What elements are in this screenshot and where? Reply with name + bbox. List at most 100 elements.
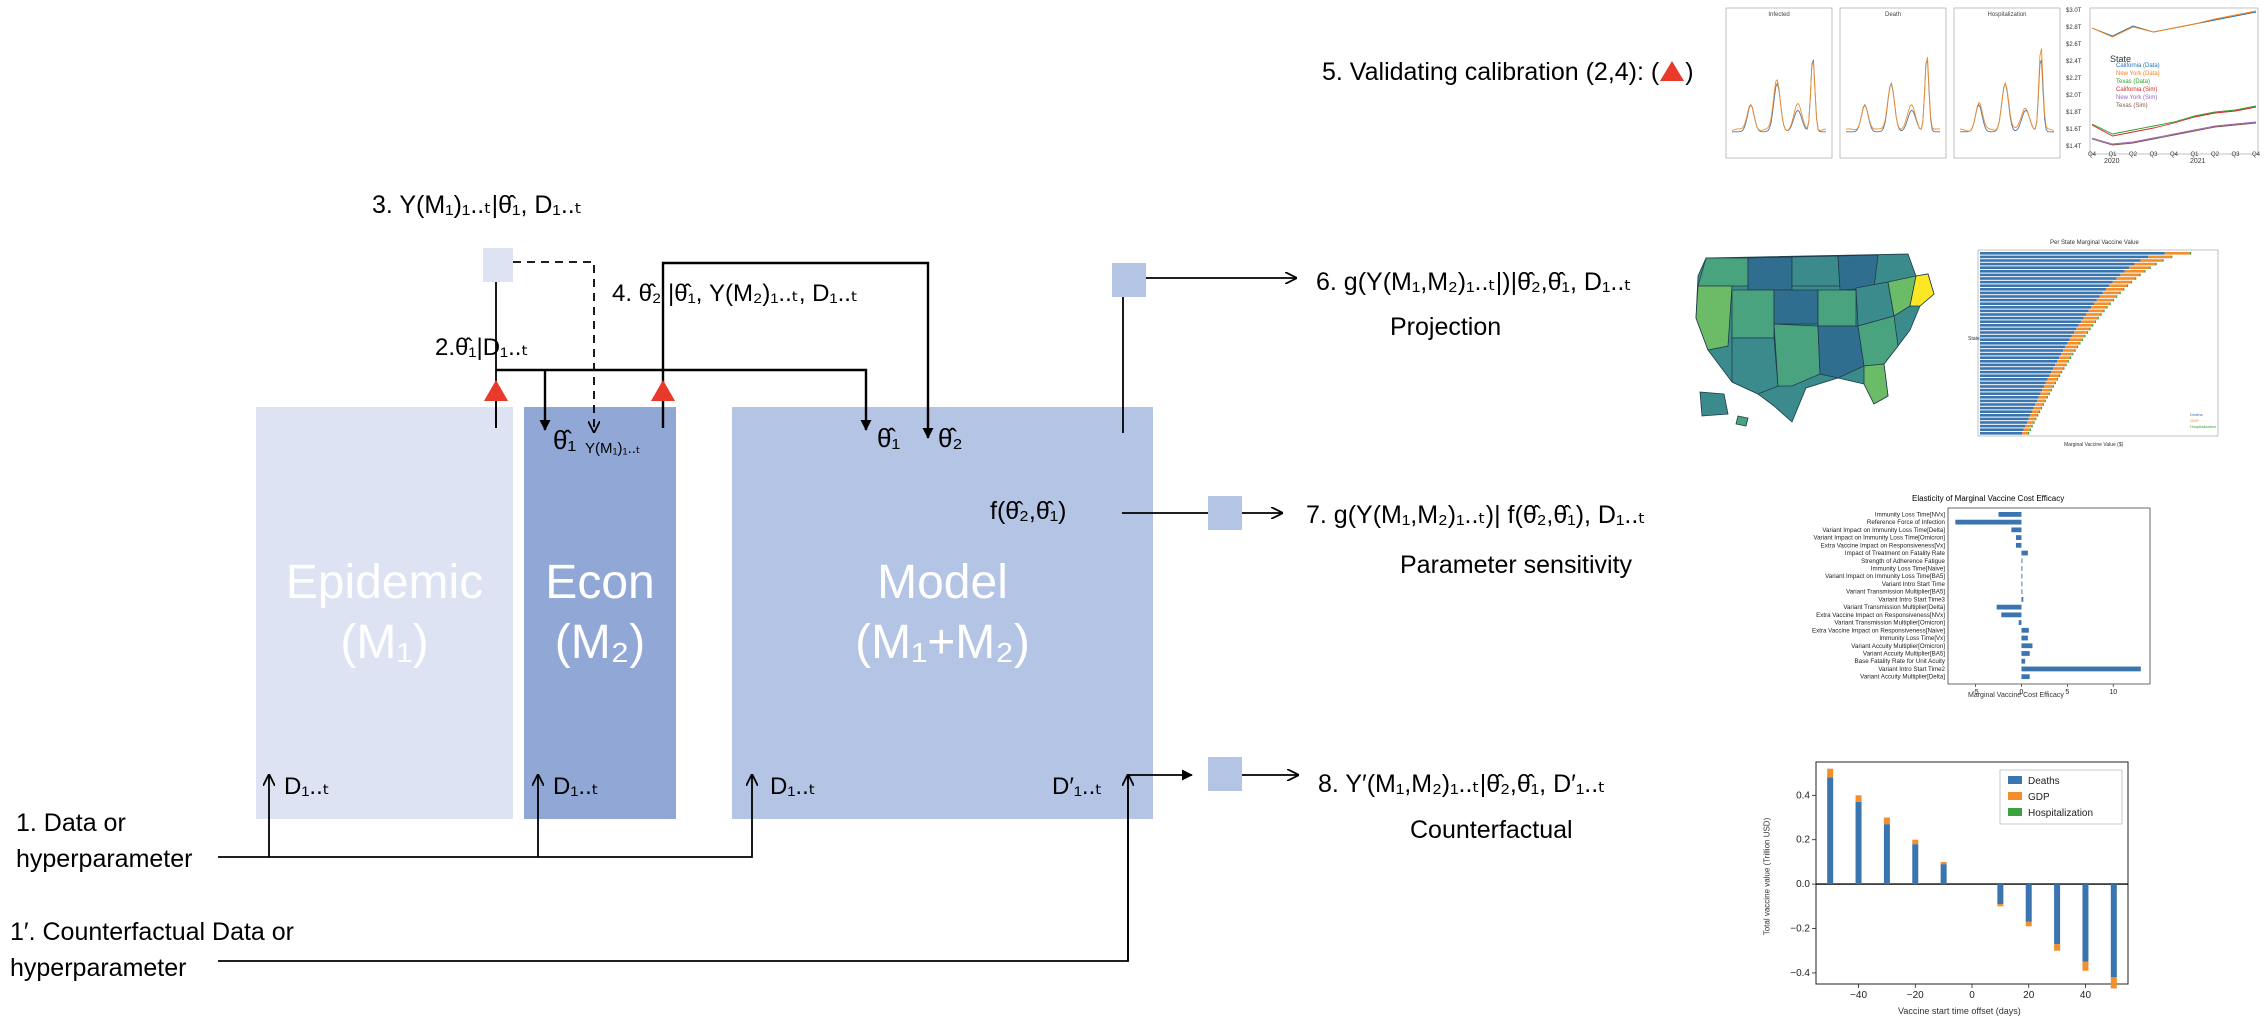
state-bar-gdp [2096,298,2113,302]
step-5-label: 5. Validating calibration (2,4): () [1322,58,1694,87]
step-8-label: 8. Y′(M₁,M₂)₁..ₜ|θ̂₂,θ̂₁, D′₁..ₜ [1318,770,1606,798]
econ-model-title: Econ [545,556,655,609]
step-3-label: 3. Y(M₁)₁..ₜ|θ̂₁, D₁..ₜ [372,191,583,219]
node-projection [1112,263,1146,297]
step-4-label: 4. θ̂₂ |θ̂₁, Y(M₂)₁..ₜ, D₁..ₜ [612,280,859,307]
state-bar-deaths [1980,424,2026,428]
counterfactual-bar-gdp [1883,817,1890,825]
gdp-xtick-4: Q4 [2170,152,2179,158]
counterfactual-legend-label: Deaths [2028,776,2060,787]
counterfactual-bar-deaths [1827,777,1834,885]
gdp-legend-item-1: New York (Data) [2116,71,2160,77]
counterfactual-chart: −40 −20 0 20 40 0.4 0.2 0.0 −0.2 −0.4 Deaths GDP Hos… [1762,752,2132,1022]
state-bar-deaths [1980,342,2068,345]
state-bar-gdp [2124,270,2145,273]
state-bar-deaths [1980,280,2113,284]
state-bar-deaths [1980,309,2089,313]
state-bar-hosp [2038,410,2041,413]
state-bar-deaths [1980,374,2050,377]
label-d-model: D₁..ₜ [770,773,816,800]
state-bar-gdp [2038,396,2047,399]
state-bars-legend-0: Deaths [2190,412,2203,417]
gdp-xtick-7: Q3 [2231,152,2240,158]
epidemic-model-title: Epidemic [285,556,484,609]
sensitivity-bar [2015,535,2022,540]
validation-triangle-econ [651,380,675,401]
state-bar-hosp [2035,417,2037,421]
sensitivity-chart: Elasticity of Marginal Vaccine Cost Effi… [1766,494,2152,704]
state-bar-gdp [2112,280,2131,284]
counterfactual-xtick-label: 0 [1969,990,1975,1001]
state-bar-hosp [2042,403,2044,406]
gdp-xtick-5: Q1 [2190,152,2199,158]
state-bars-legend-2: Hospitalization [2190,424,2217,429]
node-sensitivity [1208,496,1242,530]
state-bar-deaths [1980,270,2125,273]
label-dprime-model: D′₁..ₜ [1052,773,1103,800]
state-bar-deaths [1980,356,2060,359]
sensitivity-bar [2018,620,2022,625]
state-bar-hosp [2079,342,2081,345]
state-bar-deaths [1980,363,2056,367]
state-bar-hosp [2171,255,2173,259]
state-bar-hosp [2190,252,2192,255]
state-bar-gdp [2091,306,2107,309]
sensitivity-bar [2021,589,2023,595]
counterfactual-bar-gdp [2082,961,2089,971]
state-bar-deaths [1980,298,2097,302]
state-bar-hosp [2063,367,2065,370]
sensitivity-bar [2015,542,2022,548]
gdp-ytick-5: $2.0T [2066,93,2082,99]
state-bar-hosp [2084,334,2086,338]
state-bar-hosp [2067,360,2069,363]
label-theta1-econ: θ̂₁ [553,425,577,455]
counterfactual-bar-deaths [2025,884,2032,922]
sensitivity-xtick-label: 0 [2020,689,2024,696]
state-bar-deaths [1980,403,2036,406]
gdp-xtick-6: Q2 [2211,152,2220,158]
state-bar-deaths [1980,381,2046,385]
gdp-xtick-3: Q3 [2149,152,2158,158]
gdp-legend-item-4: New York (Sim) [2116,95,2158,101]
counterfactual-bar-deaths [1855,801,1862,885]
gdp-xtick-1: Q1 [2108,152,2117,158]
state-bar-gdp [2083,316,2098,320]
state-bar-deaths [1980,316,2084,320]
state-bar-hosp [2092,324,2094,327]
state-bar-deaths [1980,288,2106,291]
counterfactual-bar-gdp [1855,795,1862,802]
state-bar-deaths [1980,255,2149,259]
state-bar-hosp [2069,356,2072,359]
state-bar-gdp [2042,388,2051,392]
step-7-label: 7. g(Y(M₁,M₂)₁..ₜ)| f(θ̂₂,θ̂₁), D₁..ₜ [1306,501,1646,529]
counterfactual-bar-gdp [1827,768,1834,778]
state-bar-deaths [1980,266,2130,269]
state-bar-deaths [1980,370,2052,374]
state-bar-deaths [1980,262,2135,266]
sensitivity-category-label: Extra Vaccine Impact on Responsiveness[V… [1821,542,1946,549]
epidemic-model-box: Epidemic (M₁) [256,407,513,819]
sensitivity-bar [1998,512,2022,517]
state-bar-deaths [1980,338,2070,341]
counterfactual-legend-label: GDP [2028,792,2050,803]
state-bar-hosp [2100,313,2102,316]
state-bar-hosp [2076,345,2079,349]
state-bar-hosp [2081,338,2083,341]
state-bar-hosp [2072,352,2074,356]
state-bar-hosp [2065,363,2067,367]
state-bar-gdp [2129,266,2150,269]
step-1prime-line2: hyperparameter [10,954,187,982]
sensitivity-category-label: Variant Accuity Multiplier[BA5] [1863,651,1945,658]
state-bar-gdp [2076,327,2090,331]
state-bar-gdp [2030,414,2038,417]
sensitivity-category-label: Strength of Adherence Fatigue [1861,558,1945,565]
state-bar-hosp [2126,284,2129,287]
state-bar-deaths [1980,388,2043,392]
state-bar-gdp [2071,334,2085,338]
state-bar-gdp [2063,349,2075,352]
gdp-ytick-8: $1.4T [2066,144,2082,150]
label-f-theta: f(θ̂₂,θ̂₁) [990,497,1067,525]
state-bar-hosp [2037,414,2039,417]
state-bar-deaths [1980,417,2029,421]
sensitivity-bar [2021,674,2030,680]
